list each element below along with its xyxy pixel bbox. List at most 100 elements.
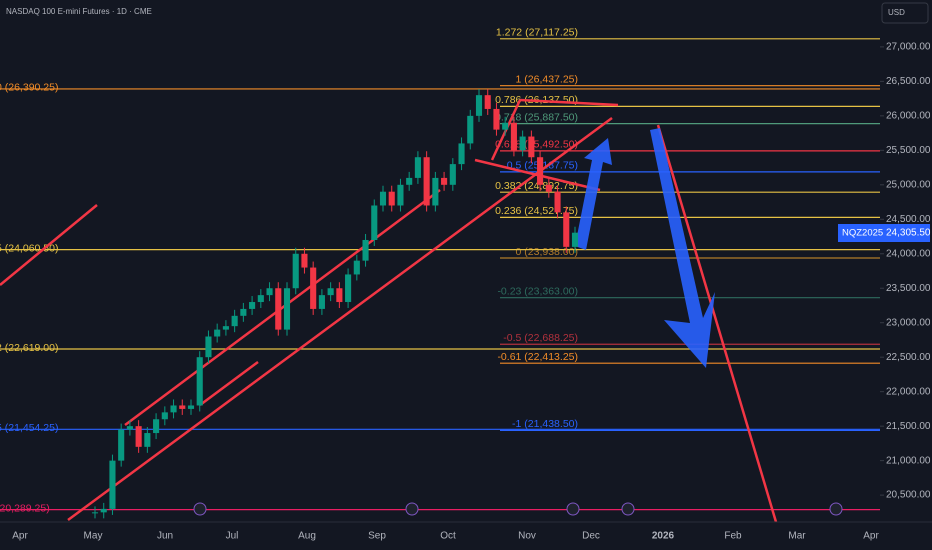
level-label: 0.718 (25,887.50) xyxy=(495,111,578,123)
level-label: 5 (24,060.50) xyxy=(0,242,58,254)
x-tick-label: 2026 xyxy=(652,531,675,542)
x-tick-label: Apr xyxy=(863,531,879,542)
candle xyxy=(170,405,177,413)
event-icon xyxy=(621,502,635,516)
currency: USD xyxy=(888,8,905,17)
candle xyxy=(353,260,360,275)
x-axis: Apr May Jun Jul Aug Sep Oct Nov Dec 2026 Feb Mar Apr xyxy=(12,531,879,542)
level-label: 0 (23,938.00) xyxy=(516,246,578,258)
candle xyxy=(537,157,544,185)
level-label: -0.23 (23,363.00) xyxy=(497,285,578,297)
level-label: (20,289.25) xyxy=(0,502,50,514)
trend-line xyxy=(67,116,613,522)
arrows xyxy=(575,128,715,368)
candle xyxy=(231,315,238,327)
candle xyxy=(571,232,579,247)
y-tick-label: 24,000.00 xyxy=(886,248,931,259)
level-label: -0.5 (22,688.25) xyxy=(503,332,578,344)
candle xyxy=(423,157,430,206)
x-tick-label: May xyxy=(84,531,103,542)
event-icon xyxy=(193,502,207,516)
candle xyxy=(414,157,421,178)
y-tick-label: 27,000.00 xyxy=(886,42,931,53)
candle xyxy=(144,433,151,447)
candle xyxy=(196,357,203,406)
candle xyxy=(310,267,317,309)
candle xyxy=(545,184,552,192)
x-tick-label: Feb xyxy=(724,531,742,542)
candle xyxy=(187,405,195,409)
candle xyxy=(510,122,517,151)
candle xyxy=(91,512,99,514)
level-label: 5 (21,454.25) xyxy=(0,422,58,434)
y-tick-label: 24,500.00 xyxy=(886,214,931,225)
drawings xyxy=(0,98,778,523)
candle xyxy=(222,326,229,330)
y-tick-label: 25,000.00 xyxy=(886,179,931,190)
level-label: 1 (26,437.25) xyxy=(516,73,578,85)
down-arrow xyxy=(650,128,715,368)
candles xyxy=(91,89,579,519)
candle xyxy=(484,95,491,109)
candle xyxy=(214,329,221,337)
y-tick-label: 25,500.00 xyxy=(886,145,931,156)
candle xyxy=(135,426,142,447)
currency-box xyxy=(881,2,929,24)
x-tick-label: Nov xyxy=(518,531,536,542)
x-tick-label: Sep xyxy=(368,531,386,542)
candle xyxy=(266,288,273,296)
y-tick-label: 22,000.00 xyxy=(886,386,931,397)
candle xyxy=(362,239,369,261)
event-icons xyxy=(193,502,843,516)
trend-line xyxy=(0,204,98,286)
candle xyxy=(554,191,561,213)
candle xyxy=(379,191,387,206)
y-tick-label: 26,500.00 xyxy=(886,76,931,87)
candle xyxy=(449,164,456,185)
candle xyxy=(528,136,535,158)
candle xyxy=(292,253,299,289)
event-icon xyxy=(405,502,419,516)
candle xyxy=(327,288,334,296)
candle xyxy=(100,508,107,513)
candle xyxy=(397,184,404,206)
candle xyxy=(406,177,413,185)
y-tick-label: 23,000.00 xyxy=(886,317,931,328)
up-arrow xyxy=(575,138,612,250)
x-tick-label: Jun xyxy=(157,531,173,542)
candle xyxy=(336,288,343,303)
candle xyxy=(126,426,133,430)
levels: 1.272 (27,117.25)1 (26,437.25)0.786 (26,… xyxy=(0,27,880,514)
trend-line xyxy=(199,360,259,407)
candle xyxy=(467,115,474,144)
y-tick-label: 22,500.00 xyxy=(886,352,931,363)
candle xyxy=(371,205,378,240)
candle xyxy=(301,253,308,268)
candle xyxy=(519,136,526,151)
x-tick-label: Jul xyxy=(226,531,239,542)
y-tick-label: 21,000.00 xyxy=(886,455,931,466)
x-tick-label: Aug xyxy=(298,531,316,542)
chart-title: NASDAQ 100 E-mini Futures · 1D · CME xyxy=(6,7,152,16)
y-axis: 27,000.00 26,500.00 26,000.00 25,500.00 25,0… xyxy=(880,42,931,501)
candle xyxy=(441,177,448,185)
event-icon xyxy=(829,502,843,516)
level-label: -1 (21,438.50) xyxy=(512,418,578,430)
symbol: NQZ2025 xyxy=(842,228,883,239)
level-label: 0.618 (25,492.50) xyxy=(495,139,578,151)
trend-line xyxy=(490,99,522,161)
candle xyxy=(179,405,186,409)
level-label: 0 (26,390.25) xyxy=(0,82,58,94)
y-tick-label: 21,500.00 xyxy=(886,421,931,432)
candle xyxy=(475,95,483,116)
candle xyxy=(275,288,282,330)
candle xyxy=(257,295,264,303)
candle xyxy=(109,460,116,509)
x-tick-label: Oct xyxy=(440,531,456,542)
candle xyxy=(432,177,439,206)
event-icon xyxy=(566,502,580,516)
candle xyxy=(318,295,325,309)
candle xyxy=(345,274,352,303)
